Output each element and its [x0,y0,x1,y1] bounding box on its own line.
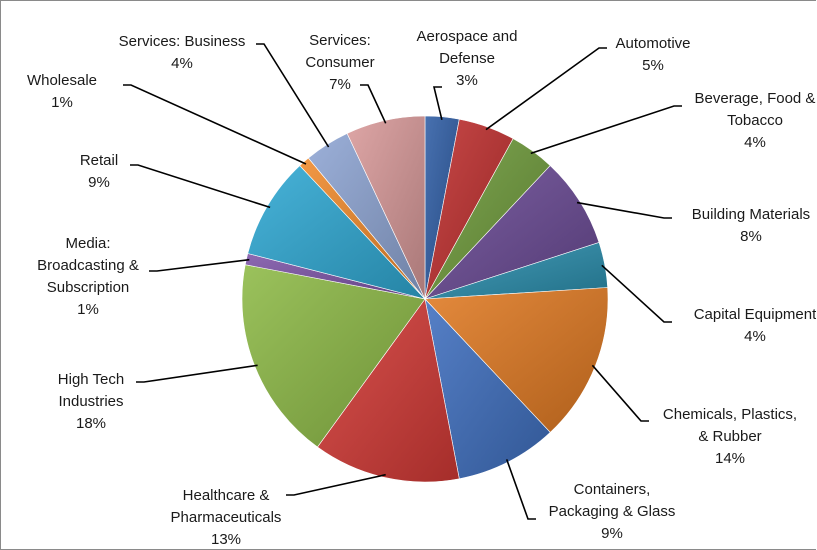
leader-line-capital-equipment [601,264,672,323]
data-label-aerospace-and-defense: Aerospace and Defense 3% [417,28,518,89]
data-label-text: Healthcare & [183,487,270,504]
data-label-containers-packaging-glass: Containers, Packaging & Glass 9% [549,481,676,542]
data-label-text: Services: [309,32,371,49]
data-label-value: 4% [744,328,766,345]
data-label-value: 18% [76,415,106,432]
data-label-media-broadcasting-subscription: Media: Broadcasting & Subscription 1% [37,235,139,318]
leader-line-services-business [256,43,330,148]
data-label-value: 1% [77,301,99,318]
data-label-text: Wholesale [27,72,97,89]
data-label-value: 13% [211,531,241,548]
data-label-text: & Rubber [698,428,761,445]
data-label-value: 14% [715,450,745,467]
data-label-value: 9% [601,525,623,542]
leader-line-chemicals-plastics-rubber [591,364,649,422]
pie-slice-chemicals-plastics-rubber [424,287,609,433]
data-label-text: Tobacco [727,112,783,129]
data-label-text: Consumer [305,54,374,71]
data-label-high-tech-industries: High Tech Industries 18% [58,371,124,432]
leader-line-high-tech-industries [136,364,258,383]
data-label-text: Subscription [47,279,130,296]
data-label-text: Defense [439,50,495,67]
data-label-value: 3% [456,72,478,89]
leader-line-services-consumer [360,84,387,124]
data-label-value: 5% [642,57,664,74]
data-label-text: Aerospace and [417,28,518,45]
data-label-services-consumer: Services: Consumer 7% [305,32,374,93]
pie-slice-healthcare-pharmaceuticals [317,298,460,483]
data-label-text: High Tech [58,371,124,388]
data-label-text: Pharmaceuticals [171,509,282,526]
leader-line-aerospace-and-defense [432,86,443,120]
data-label-text: Industries [58,393,123,410]
data-label-automotive: Automotive 5% [615,35,690,74]
leader-line-retail [130,164,271,209]
data-label-wholesale: Wholesale 1% [27,72,97,111]
data-label-text: Retail [80,152,118,169]
data-label-value: 9% [88,174,110,191]
leader-line-media-broadcasting-subscription [149,258,250,272]
data-label-building-materials: Building Materials 8% [692,206,810,245]
leader-line-wholesale [123,84,307,165]
data-label-value: 7% [329,76,351,93]
leader-line-containers-packaging-glass [505,459,536,520]
leader-line-automotive [485,47,607,131]
data-label-beverage-food-tobacco: Beverage, Food & Tobacco 4% [695,90,816,151]
data-label-text: Media: [65,235,110,252]
data-label-value: 8% [740,228,762,245]
leader-line-healthcare-pharmaceuticals [286,473,386,496]
data-label-capital-equipment: Capital Equipment 4% [694,306,816,345]
data-label-text: Beverage, Food & [695,90,816,107]
data-label-text: Capital Equipment [694,306,816,323]
data-label-text: Containers, [574,481,651,498]
data-label-text: Broadcasting & [37,257,139,274]
data-label-value: 4% [171,55,193,72]
data-label-text: Building Materials [692,206,810,223]
data-label-value: 1% [51,94,73,111]
data-label-value: 4% [744,134,766,151]
data-labels: Aerospace and Defense 3% Automotive 5% Bevera… [27,28,816,548]
leader-line-beverage-food-tobacco [530,105,682,155]
data-label-services-business: Services: Business 4% [119,33,246,72]
pie-slice-building-materials [424,165,600,300]
data-label-text: Chemicals, Plastics, [663,406,797,423]
pie-slices [241,115,609,483]
data-label-text: Automotive [615,35,690,52]
leader-line-building-materials [576,201,672,219]
data-label-text: Services: Business [119,33,246,50]
data-label-text: Packaging & Glass [549,503,676,520]
data-label-retail: Retail 9% [80,152,118,191]
data-label-chemicals-plastics-rubber: Chemicals, Plastics, & Rubber 14% [663,406,797,467]
data-label-healthcare-pharmaceuticals: Healthcare & Pharmaceuticals 13% [171,487,282,548]
leader-lines [123,43,682,520]
